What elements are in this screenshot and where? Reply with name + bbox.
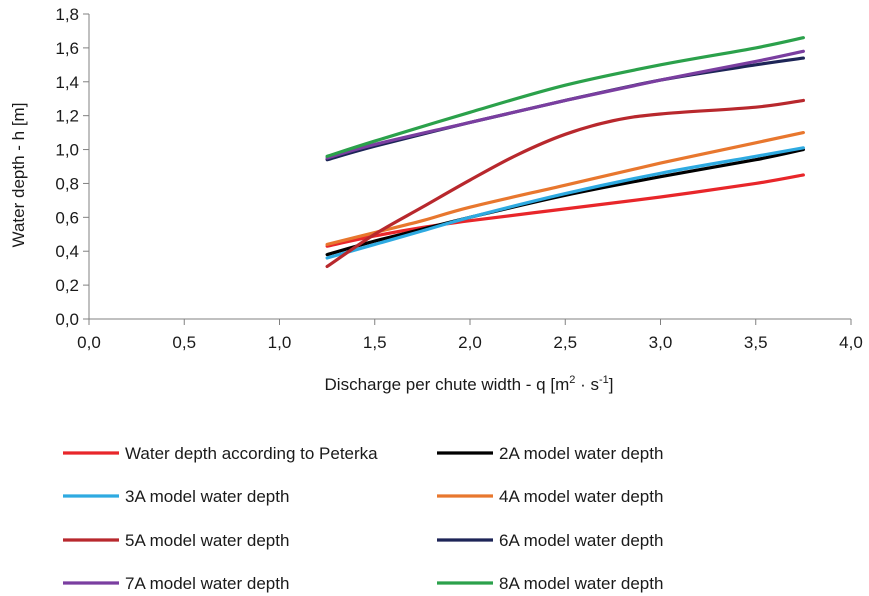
- legend-label: 6A model water depth: [499, 531, 663, 550]
- x-axis-title-sup-2: -1: [599, 374, 609, 386]
- x-axis-title-mid: · s: [575, 375, 599, 394]
- legend-item-8: 8A model water depth: [437, 574, 663, 593]
- y-tick-label: 1,8: [55, 5, 79, 24]
- x-tick-label: 1,5: [363, 333, 387, 352]
- x-tick-label: 0,0: [77, 333, 101, 352]
- legend-item-1: Water depth according to Peterka: [63, 444, 378, 463]
- legend-item-6: 6A model water depth: [437, 531, 663, 550]
- y-tick-label: 1,6: [55, 39, 79, 58]
- legend-item-2: 2A model water depth: [437, 444, 663, 463]
- x-tick-label: 1,0: [268, 333, 292, 352]
- legend-label: 8A model water depth: [499, 574, 663, 593]
- series-line-4: [325, 131, 805, 247]
- legend-label: Water depth according to Peterka: [125, 444, 378, 463]
- y-tick-label: 0,8: [55, 174, 79, 193]
- legend-label: 7A model water depth: [125, 574, 289, 593]
- x-tick-label: 0,5: [172, 333, 196, 352]
- legend-label: 4A model water depth: [499, 487, 663, 506]
- x-tick-label: 3,5: [744, 333, 768, 352]
- x-axis: 0,0 0,5 1,0 1,5 2,0 2,5 3,0 3,5 4,0: [77, 318, 863, 352]
- series-line-8: [325, 36, 805, 158]
- legend: Water depth according to Peterka 2A model…: [63, 444, 663, 593]
- x-axis-title-sup-1: 2: [569, 374, 575, 386]
- series-line-5: [325, 98, 805, 269]
- legend-item-3: 3A model water depth: [63, 487, 289, 506]
- x-axis-title-end: ]: [609, 375, 614, 394]
- x-tick-label: 2,5: [553, 333, 577, 352]
- y-tick-label: 1,0: [55, 141, 79, 160]
- y-tick-label: 0,2: [55, 276, 79, 295]
- series-line-7: [325, 49, 805, 160]
- legend-item-5: 5A model water depth: [63, 531, 289, 550]
- series-line-1: [325, 173, 805, 248]
- x-axis-title-main: Discharge per chute width - q [m: [325, 375, 570, 394]
- y-tick-label: 0,4: [55, 242, 79, 261]
- y-tick-label: 0,0: [55, 310, 79, 329]
- x-axis-title: Discharge per chute width - q [m2 · s-1]: [325, 374, 614, 394]
- legend-label: 5A model water depth: [125, 531, 289, 550]
- y-tick-label: 0,6: [55, 208, 79, 227]
- legend-item-4: 4A model water depth: [437, 487, 663, 506]
- x-tick-label: 3,0: [649, 333, 673, 352]
- x-tick-label: 4,0: [839, 333, 863, 352]
- y-axis-title: Water depth - h [m]: [9, 103, 28, 248]
- series-line-3: [325, 146, 805, 260]
- series-lines: [325, 36, 805, 269]
- y-tick-label: 1,2: [55, 107, 79, 126]
- y-axis: 0,0 0,2 0,4 0,6 0,8 1,0 1,2 1,4 1,6 1,8: [55, 5, 90, 329]
- y-tick-label: 1,4: [55, 73, 79, 92]
- legend-item-7: 7A model water depth: [63, 574, 289, 593]
- legend-label: 3A model water depth: [125, 487, 289, 506]
- x-tick-label: 2,0: [458, 333, 482, 352]
- legend-label: 2A model water depth: [499, 444, 663, 463]
